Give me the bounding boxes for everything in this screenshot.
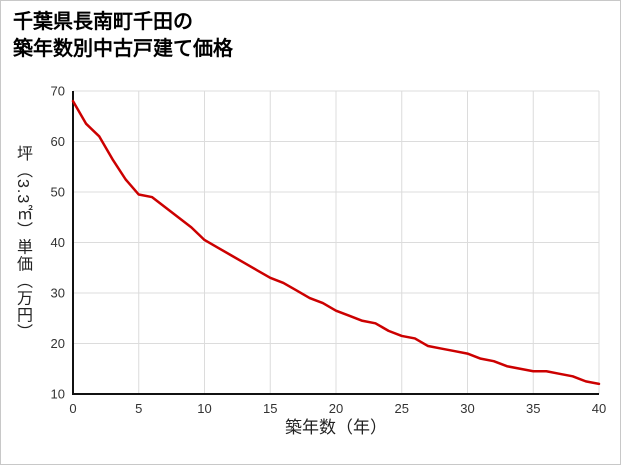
- y-tick-label: 60: [51, 134, 65, 149]
- y-tick-label: 10: [51, 387, 65, 402]
- y-axis-title: 坪（3.3㎡）単価（万円）: [14, 144, 31, 341]
- y-tick-label: 70: [51, 84, 65, 99]
- chart-title-line2: 築年数別中古戸建て価格: [13, 38, 233, 60]
- x-tick-label: 5: [135, 401, 142, 416]
- x-axis-title: 築年数（年）: [285, 418, 387, 437]
- price-line-series: [71, 99, 601, 386]
- y-tick-label: 50: [51, 185, 65, 200]
- x-tick-label: 30: [460, 401, 474, 416]
- x-tick-label: 20: [329, 401, 343, 416]
- x-tick-label: 10: [197, 401, 211, 416]
- x-tick-label: 25: [395, 401, 409, 416]
- y-tick-label: 20: [51, 336, 65, 351]
- x-tick-label: 35: [526, 401, 540, 416]
- chart-title: 千葉県長南町千田の 築年数別中古戸建て価格: [13, 9, 233, 63]
- y-tick-label: 40: [51, 235, 65, 250]
- y-tick-label: 30: [51, 286, 65, 301]
- x-tick-label: 0: [69, 401, 76, 416]
- chart-title-line1: 千葉県長南町千田の: [13, 11, 193, 33]
- x-tick-label: 40: [592, 401, 606, 416]
- x-tick-label: 15: [263, 401, 277, 416]
